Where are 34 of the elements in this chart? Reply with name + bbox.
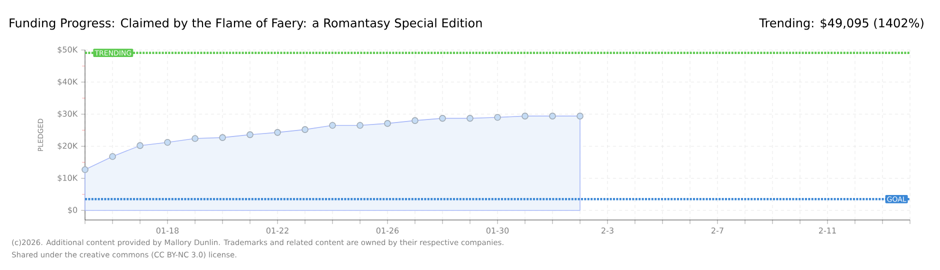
- point: [274, 129, 281, 136]
- chart-subtitle: Trending: $49,095 (1402%): [759, 18, 924, 30]
- x-tick-label: 2-3: [602, 228, 614, 234]
- point: [329, 122, 336, 129]
- y-tick-label: $30K: [58, 110, 78, 118]
- chart-title: Funding Progress: Claimed by the Flame of Faery: a Romantasy Special Edition: [10, 18, 482, 30]
- x-tick-label: 01-26: [376, 228, 399, 234]
- point: [384, 120, 391, 127]
- y-tick-label: $10K: [58, 174, 78, 182]
- x-tick-label: 2-11: [819, 228, 836, 234]
- point: [192, 135, 198, 142]
- point: [549, 112, 556, 120]
- point: [494, 114, 501, 121]
- point: [412, 117, 418, 124]
- point: [109, 153, 116, 160]
- y-tick-label: $40K: [58, 78, 78, 86]
- point: [356, 122, 364, 129]
- point: [439, 114, 446, 122]
- x-tick-label: 01-22: [266, 228, 288, 234]
- point: [522, 112, 528, 120]
- point: [136, 142, 144, 149]
- point: [246, 131, 254, 138]
- x-tick-label: 2-7: [712, 228, 724, 234]
- y-tick-label: $50K: [58, 46, 78, 54]
- x-tick-label: 01-30: [486, 228, 509, 234]
- point: [576, 112, 584, 120]
- point: [466, 114, 474, 122]
- point: [82, 166, 88, 174]
- y-tick-label: $0: [68, 206, 78, 214]
- point: [164, 138, 171, 146]
- y-tick-label: $20K: [58, 142, 78, 150]
- x-tick-label: 01-18: [156, 228, 179, 234]
- point: [219, 134, 226, 141]
- point: [302, 126, 308, 133]
